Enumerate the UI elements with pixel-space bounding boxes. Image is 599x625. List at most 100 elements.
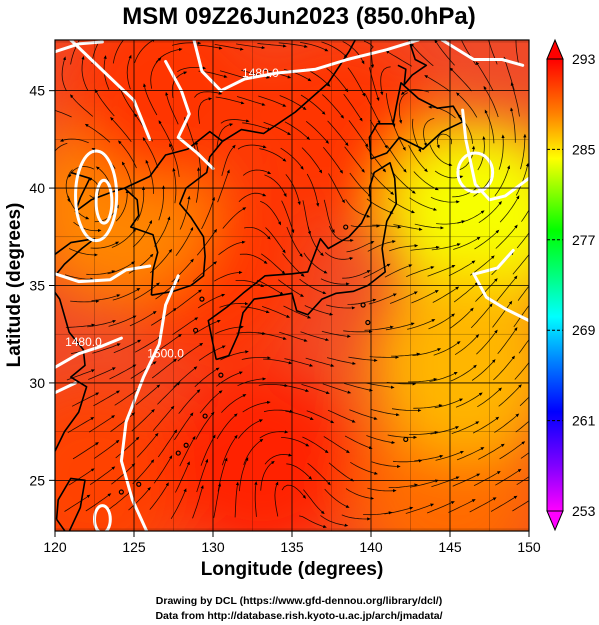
colorbar-tick-label: 277	[572, 232, 596, 248]
streamline	[456, 447, 485, 461]
streamline	[364, 93, 381, 125]
streamline	[349, 172, 372, 198]
streamline	[453, 282, 479, 303]
streamline	[68, 468, 95, 486]
streamline	[449, 307, 474, 329]
streamline	[322, 146, 344, 174]
streamline	[326, 304, 356, 310]
streamline	[513, 5, 521, 37]
y-axis: 25 30 35 40 45	[29, 83, 55, 488]
streamline	[498, 134, 505, 170]
streamline	[152, 405, 175, 431]
contour-label: 1480.0	[65, 335, 102, 349]
streamline	[327, 120, 349, 147]
streamline	[283, 305, 312, 319]
y-tick-label: 45	[29, 83, 45, 99]
streamline	[131, 408, 155, 432]
streamline	[110, 116, 132, 143]
height-contour	[192, 40, 420, 93]
streamline	[238, 192, 267, 202]
streamline	[302, 436, 329, 454]
streamline	[343, 93, 363, 122]
streamline	[303, 252, 328, 274]
streamline	[135, 384, 161, 406]
colorbar-max-arrow	[546, 38, 564, 60]
coastline	[397, 40, 428, 86]
grid-lines	[55, 40, 529, 531]
streamline	[110, 412, 136, 432]
streamline	[449, 67, 472, 92]
streamline	[286, 463, 313, 480]
island	[403, 436, 409, 443]
streamline	[412, 348, 442, 356]
streamline	[328, 462, 355, 482]
streamline	[452, 185, 480, 198]
streamline	[342, 41, 365, 65]
streamline	[426, 501, 455, 514]
height-contour-loop	[456, 151, 495, 194]
height-contour	[164, 59, 215, 171]
streamline	[496, 275, 518, 302]
streamline	[469, 497, 497, 513]
streamline	[448, 499, 476, 513]
height-contour-loop	[93, 504, 112, 531]
streamline	[173, 366, 198, 388]
colorbar-tick-label: 269	[572, 322, 596, 338]
streamline	[91, 40, 101, 64]
streamline	[453, 236, 481, 250]
streamline	[220, 119, 250, 124]
streamline	[478, 443, 505, 460]
streamline	[193, 319, 221, 335]
streamline	[238, 419, 263, 439]
streamline	[236, 96, 266, 106]
credit-drawing: Drawing by DCL (https://www.gfd-dennou.o…	[156, 595, 442, 607]
streamline	[490, 4, 493, 38]
streamline	[304, 305, 334, 316]
streamline	[477, 387, 502, 408]
streamline	[86, 270, 116, 276]
streamline	[410, 43, 434, 67]
streamline	[299, 278, 327, 295]
height-contour	[440, 40, 525, 67]
streamline	[448, 260, 476, 277]
streamline	[150, 248, 173, 274]
streamline	[398, 92, 408, 124]
streamline	[409, 479, 439, 488]
x-tick-label: 145	[438, 539, 462, 555]
streamline	[280, 384, 310, 392]
island	[202, 413, 208, 419]
streamline	[55, 109, 72, 118]
x-tick-label: 130	[201, 539, 225, 555]
height-contours: 1480.0 1480.0 1500.0	[55, 40, 529, 531]
streamline	[406, 266, 435, 278]
streamline	[217, 169, 230, 203]
streamline	[431, 476, 460, 488]
height-contour	[55, 381, 77, 395]
streamline	[234, 481, 240, 518]
streamline	[350, 461, 378, 475]
streamline	[93, 390, 120, 407]
streamline	[171, 258, 194, 283]
streamline	[367, 240, 396, 252]
streamline	[474, 229, 500, 250]
streamline	[370, 172, 395, 195]
streamline	[386, 145, 407, 173]
streamline	[454, 334, 480, 356]
x-tick-label: 135	[280, 539, 304, 555]
streamline	[69, 248, 98, 257]
streamline	[430, 196, 460, 204]
streamline	[499, 195, 520, 223]
coastline	[222, 40, 356, 142]
streamline	[521, 209, 529, 222]
streamline	[478, 201, 502, 224]
streamline	[72, 442, 99, 460]
plot-area: 1480.0 1480.0 1500.0	[55, 4, 529, 531]
streamline	[413, 404, 443, 409]
streamline	[344, 435, 373, 450]
y-tick-label: 35	[29, 278, 45, 294]
streamline	[322, 383, 352, 394]
streamline	[201, 196, 215, 230]
streamline	[320, 278, 350, 286]
streamline	[214, 44, 244, 51]
streamline	[70, 299, 100, 303]
